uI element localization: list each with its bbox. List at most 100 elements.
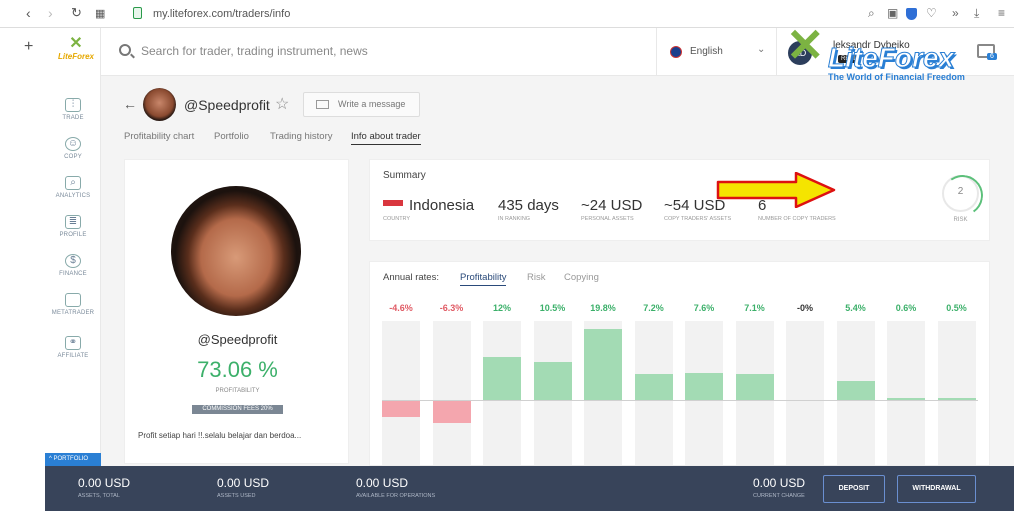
negative-bar (432, 400, 471, 423)
heart-icon[interactable]: ♡ (926, 6, 937, 20)
available-label: AVAILABLE FOR OPERATIONS (356, 493, 436, 499)
metatrader-icon (65, 293, 81, 307)
address-bar[interactable]: my.liteforex.com/traders/info (153, 8, 291, 20)
write-message-button[interactable]: Write a message (303, 92, 420, 117)
chevron-down-icon[interactable]: ⌄ (757, 44, 766, 55)
liteforex-watermark: ✕ LiteForex The World of Financial Freed… (786, 22, 1008, 84)
callout-arrow (716, 172, 836, 208)
positive-bar (937, 398, 976, 400)
copy-assets-value: ~54 USD (664, 197, 726, 214)
current-change-label: CURRENT CHANGE (753, 493, 805, 499)
personal-assets-value: ~24 USD (581, 197, 643, 214)
profile-name: @Speedprofit (197, 332, 278, 347)
copiers-label: NUMBER OF COPY TRADERS (758, 216, 836, 222)
bar-value-label: 19.8% (590, 303, 616, 313)
extensions-icon[interactable]: » (952, 6, 959, 20)
positive-bar (685, 372, 723, 400)
tab-info-about-trader[interactable]: Info about trader (351, 131, 421, 145)
summary-title: Summary (383, 170, 426, 181)
bar-value-label: 7.2% (643, 303, 664, 313)
sidebar-item-finance[interactable]: $ FINANCE (59, 254, 87, 277)
uk-flag-icon (670, 46, 682, 58)
positive-bar (533, 362, 572, 400)
chart-column (584, 321, 622, 465)
positive-bar (887, 397, 925, 400)
lock-icon (133, 7, 142, 19)
favorite-star-icon[interactable]: ☆ (275, 96, 290, 113)
profitability-value: 73.06 % (197, 357, 278, 382)
deposit-button[interactable]: DEPOSIT (823, 475, 885, 503)
search-input[interactable]: Search for trader, trading instrument, n… (141, 44, 368, 58)
chart-column (634, 321, 673, 465)
finance-icon: $ (65, 254, 81, 268)
download-icon[interactable]: ⤓ (974, 6, 980, 20)
summary-card: Summary Indonesia COUNTRY 435 days IN RA… (369, 159, 990, 241)
bar-value-label: -6.3% (439, 303, 464, 313)
tab-copying[interactable]: Copying (564, 272, 599, 283)
sidebar-item-analytics[interactable]: ⌕ ANALYTICS (55, 176, 91, 199)
tab-risk[interactable]: Risk (527, 272, 546, 283)
brand-logo[interactable]: ✕ LiteForex (51, 36, 101, 72)
shield-icon[interactable] (906, 8, 917, 20)
trader-photo (171, 186, 301, 316)
chart-column (533, 321, 572, 465)
watermark-tagline: The World of Financial Freedom (828, 72, 965, 82)
menu-icon[interactable]: ≡ (998, 6, 1006, 20)
forward-icon[interactable]: › (48, 5, 53, 21)
bar-value-label: 7.1% (744, 303, 765, 313)
bar-value-label: -0% (796, 303, 813, 313)
sidebar-item-copy[interactable]: ☺ COPY (64, 137, 82, 160)
analytics-icon: ⌕ (65, 176, 81, 190)
copiers-value: 6 (758, 197, 767, 214)
withdrawal-button[interactable]: WITHDRAWAL (897, 475, 976, 503)
camera-icon[interactable]: ▣ (887, 6, 899, 20)
tab-trading-history[interactable]: Trading history (270, 131, 333, 142)
positive-bar (634, 374, 673, 400)
positive-bar (584, 328, 622, 400)
back-arrow-icon[interactable]: ← (123, 96, 137, 112)
sidebar-item-metatrader[interactable]: METATRADER (45, 293, 101, 316)
positive-bar (483, 356, 521, 400)
portfolio-toggle[interactable]: ^ PORTFOLIO (45, 453, 101, 466)
bar-value-label: 12% (492, 303, 511, 313)
language-selector[interactable]: English (690, 46, 723, 57)
negative-bar (382, 400, 420, 417)
risk-value: 2 (957, 186, 964, 197)
search-icon (119, 44, 131, 56)
logo-text: LiteForex (57, 52, 94, 61)
account-footer: 0.00 USD ASSETS, TOTAL 0.00 USD ASSETS U… (45, 466, 1014, 511)
assets-used-value: 0.00 USD (217, 476, 270, 490)
sidebar-item-profile[interactable]: ≣ PROFILE (59, 215, 87, 238)
chart-column (786, 321, 824, 465)
bar-value-label: 7.6% (693, 303, 715, 313)
bar-value-label: 10.5% (539, 303, 566, 313)
chart-column (685, 321, 723, 465)
sidebar-item-trade[interactable]: ⫶ TRADE (62, 98, 84, 121)
country-value: Indonesia (409, 197, 475, 214)
risk-label: RISK (953, 217, 968, 223)
assets-total-value: 0.00 USD (78, 476, 131, 490)
chart-column (836, 321, 875, 465)
annual-rates-card: Annual rates: Profitability Risk Copying… (369, 261, 990, 466)
chart-column (483, 321, 521, 465)
tab-profitability-chart[interactable]: Profitability chart (124, 131, 195, 142)
tab-profitability[interactable]: Profitability (460, 272, 507, 286)
search-page-icon[interactable]: ⌕ (868, 6, 875, 20)
positive-bar (836, 380, 875, 400)
chart-column (887, 321, 925, 465)
indonesia-flag-icon (383, 200, 403, 206)
affiliate-icon: ⚭ (65, 336, 81, 350)
chart-column (382, 321, 420, 465)
back-icon[interactable]: ‹ (26, 5, 31, 21)
new-tab-plus-icon[interactable]: + (24, 38, 34, 55)
notifications-icon[interactable] (977, 44, 995, 58)
user-avatar[interactable]: AD (788, 41, 812, 65)
sidebar-item-affiliate[interactable]: ⚭ AFFILIATE (57, 336, 89, 359)
user-name[interactable]: leksandr Dybeiko (833, 40, 910, 51)
tabs-grid-icon[interactable]: ▦ (95, 8, 106, 20)
bar-value-label: -4.6% (389, 303, 413, 313)
tab-portfolio[interactable]: Portfolio (214, 131, 249, 142)
reload-icon[interactable]: ↻ (71, 5, 82, 20)
assets-total-label: ASSETS, TOTAL (78, 493, 120, 499)
assets-used-label: ASSETS USED (217, 493, 256, 499)
